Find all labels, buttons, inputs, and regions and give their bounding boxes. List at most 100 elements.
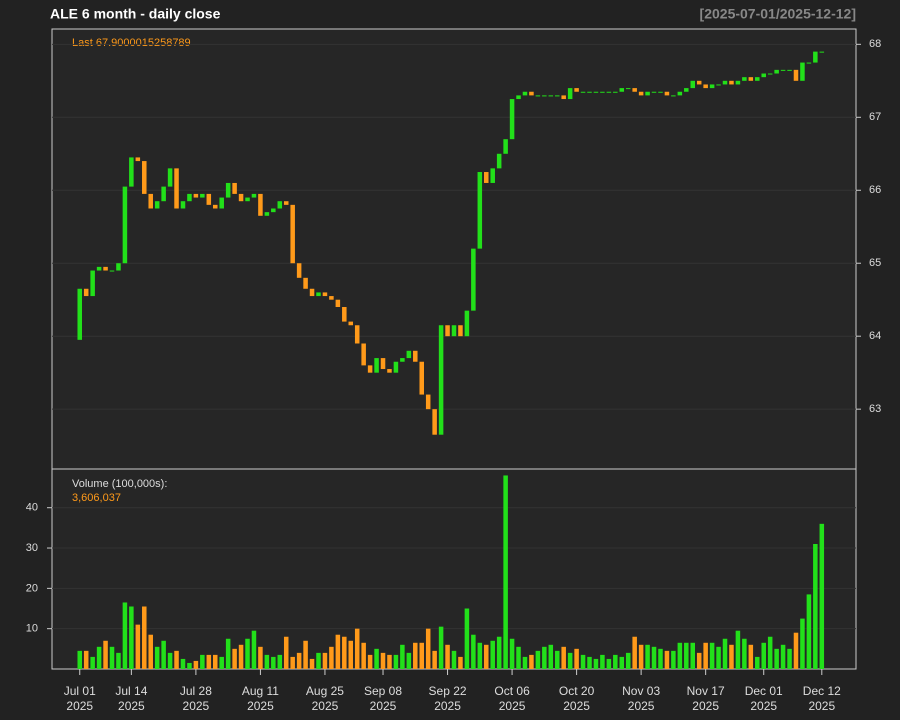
candle-body (722, 80, 728, 85)
candle-body (651, 91, 657, 93)
volume-bar (251, 630, 257, 669)
candle-body (354, 325, 360, 344)
volume-bar (742, 638, 747, 669)
volume-bar (309, 658, 315, 669)
volume-bar (167, 652, 173, 669)
volume-bar (638, 644, 644, 669)
candle-body (187, 193, 192, 202)
candle-body (387, 369, 392, 373)
x-tick-label: Dec 01 (745, 684, 783, 698)
volume-bar (735, 630, 741, 669)
candle-body (116, 263, 121, 271)
volume-last-label: 3,606,037 (72, 492, 121, 504)
candle-body (503, 139, 508, 154)
candle-body (780, 69, 786, 71)
volume-bar (580, 654, 586, 669)
candle-body (380, 358, 386, 370)
volume-bar (606, 658, 612, 669)
volume-panel (51, 468, 857, 670)
candle-body (361, 343, 366, 366)
candle-body (342, 307, 347, 322)
volume-bar (671, 650, 676, 669)
volume-bar (703, 642, 708, 669)
volume-bar (387, 654, 392, 669)
volume-bar (413, 642, 418, 669)
candle-body (290, 204, 295, 264)
y-tick-label: 63 (869, 403, 881, 415)
candle-body (232, 182, 237, 194)
x-tick-label: Oct 20 (559, 684, 595, 698)
volume-bar (329, 646, 334, 669)
volume-bar (393, 654, 399, 669)
volume-bar (200, 654, 205, 669)
x-tick-label: Jul 01 (64, 684, 96, 698)
candle-body (522, 91, 528, 96)
x-tick-year: 2025 (66, 699, 93, 713)
volume-bar (484, 644, 489, 669)
volume-bar (225, 638, 231, 669)
candle-body (613, 91, 618, 93)
candle-body (490, 168, 495, 183)
candle-body (406, 350, 412, 359)
volume-bar (800, 618, 805, 669)
x-tick-label: Oct 06 (494, 684, 530, 698)
candle-body (509, 99, 515, 140)
volume-bar (625, 652, 631, 669)
candle-body (690, 80, 696, 89)
volume-bar (400, 644, 405, 669)
candle-body (593, 91, 599, 93)
date-range: [2025-07-01/2025-12-12] (700, 6, 856, 22)
volume-bar (684, 642, 689, 669)
x-tick-label: Sep 08 (364, 684, 402, 698)
candle-body (329, 296, 334, 300)
candle-body (174, 168, 179, 209)
candle-body (761, 73, 766, 78)
volume-bar (432, 650, 437, 669)
volume-bar (529, 654, 534, 669)
candle-body (348, 321, 354, 326)
candle-body (606, 91, 612, 93)
volume-bar (277, 654, 283, 669)
candle-body (206, 193, 212, 205)
candle-body (742, 77, 747, 81)
volume-bar (458, 656, 463, 669)
candle-body (238, 193, 244, 202)
candle-body (96, 266, 102, 271)
candle-body (548, 95, 554, 97)
candle-body (735, 80, 741, 85)
candle-body (567, 88, 573, 100)
x-tick-year: 2025 (750, 699, 777, 713)
volume-bar (613, 654, 618, 669)
volume-bar (206, 654, 212, 669)
x-tick-year: 2025 (118, 699, 145, 713)
volume-bar (174, 650, 179, 669)
volume-bar (109, 646, 115, 669)
volume-bar (212, 654, 218, 669)
volume-bar (342, 636, 347, 669)
volume-bar (787, 648, 792, 669)
y-tick-label: 66 (869, 184, 881, 196)
candle-body (819, 51, 825, 53)
volume-bar (316, 652, 321, 669)
candle-body (580, 91, 586, 93)
candle-body (471, 248, 476, 311)
candle-body (445, 325, 450, 337)
candle-body (129, 157, 134, 187)
candle-body (587, 91, 592, 93)
candle-body (90, 270, 95, 297)
volume-bar (587, 656, 592, 669)
volume-bar (767, 636, 773, 669)
candle-body (271, 208, 276, 213)
volume-bar (716, 646, 721, 669)
volume-bar (722, 638, 728, 669)
candle-body (703, 84, 708, 89)
volume-bar (367, 654, 373, 669)
x-tick-year: 2025 (692, 699, 719, 713)
volume-bar (348, 640, 354, 669)
volume-bar (755, 656, 760, 669)
candle-body (554, 95, 560, 97)
chart-title: ALE 6 month - daily close (50, 6, 221, 22)
candle-body (774, 69, 779, 74)
volume-bar (283, 636, 289, 669)
